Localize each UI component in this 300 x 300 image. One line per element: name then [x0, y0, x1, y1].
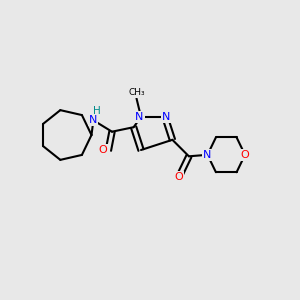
Text: O: O: [99, 145, 107, 155]
Text: N: N: [135, 112, 144, 122]
Text: H: H: [93, 106, 101, 116]
Text: CH₃: CH₃: [128, 88, 145, 98]
Text: N: N: [162, 112, 171, 122]
Text: O: O: [241, 150, 249, 160]
Text: N: N: [89, 115, 98, 125]
Text: N: N: [203, 150, 212, 160]
Text: O: O: [175, 172, 183, 182]
